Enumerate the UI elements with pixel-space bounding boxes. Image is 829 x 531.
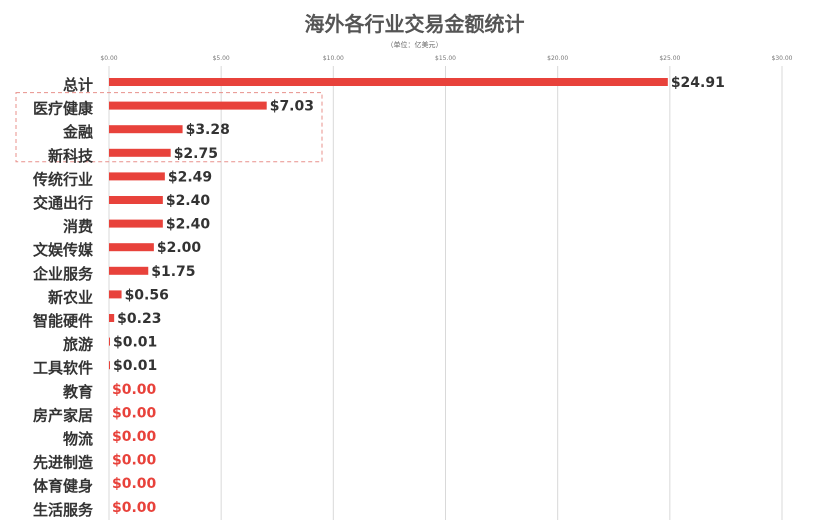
x-tick-label: $0.00 xyxy=(100,55,117,62)
data-label: $24.91 xyxy=(671,75,725,91)
bar xyxy=(109,290,122,299)
data-label: $2.49 xyxy=(168,169,212,185)
bar xyxy=(109,78,668,86)
chart-title: 海外各行业交易金额统计 xyxy=(304,12,525,36)
category-label: 工具软件 xyxy=(33,359,93,377)
category-label: 新科技 xyxy=(48,147,94,165)
bar xyxy=(109,125,183,134)
x-tick-label: $20.00 xyxy=(547,55,568,62)
data-label: $3.28 xyxy=(186,122,230,138)
bar xyxy=(109,243,154,252)
category-label: 医疗健康 xyxy=(33,100,94,118)
data-label: $0.23 xyxy=(117,311,161,327)
category-label: 总计 xyxy=(63,76,93,94)
category-label: 教育 xyxy=(62,383,93,401)
category-label: 新农业 xyxy=(48,288,93,306)
category-label: 物流 xyxy=(63,430,93,448)
x-tick-label: $25.00 xyxy=(659,55,680,62)
bar xyxy=(109,148,171,157)
bar xyxy=(109,361,110,370)
bar xyxy=(109,196,163,204)
bar xyxy=(109,219,163,228)
category-label: 先进制造 xyxy=(33,454,93,472)
data-label: $2.40 xyxy=(166,193,211,209)
data-label: $0.00 xyxy=(112,500,157,516)
x-tick-label: $15.00 xyxy=(435,55,456,62)
category-label: 企业服务 xyxy=(32,265,94,283)
x-tick-label: $5.00 xyxy=(213,55,230,62)
data-label: $0.00 xyxy=(112,429,157,445)
data-label: $2.75 xyxy=(174,146,218,162)
data-label: $1.75 xyxy=(151,264,195,280)
category-label: 消费 xyxy=(63,218,93,236)
data-label: $0.00 xyxy=(112,382,157,398)
data-label: $2.40 xyxy=(166,217,211,233)
x-tick-label: $10.00 xyxy=(323,55,344,62)
bar xyxy=(109,101,267,110)
data-label: $2.00 xyxy=(157,240,202,256)
data-label: $0.00 xyxy=(112,476,157,492)
data-label: $0.01 xyxy=(113,335,157,351)
category-label: 传统行业 xyxy=(32,170,93,188)
category-label: 文娱传媒 xyxy=(33,241,94,259)
category-label: 智能硬件 xyxy=(33,312,93,330)
category-label: 旅游 xyxy=(63,336,93,354)
bar xyxy=(109,172,165,181)
data-label: $0.56 xyxy=(125,287,169,303)
unit-note: （单位：亿美元） xyxy=(386,41,443,49)
category-label: 生活服务 xyxy=(33,501,94,519)
bar xyxy=(109,314,115,322)
data-label: $0.01 xyxy=(113,358,157,374)
bar xyxy=(109,266,149,275)
category-label: 金融 xyxy=(62,123,93,141)
data-label: $7.03 xyxy=(270,99,314,115)
x-tick-label: $30.00 xyxy=(772,55,793,62)
category-label: 交通出行 xyxy=(33,194,93,212)
data-label: $0.00 xyxy=(112,453,157,469)
bar xyxy=(109,337,110,346)
category-label: 体育健身 xyxy=(33,477,93,495)
data-label: $0.00 xyxy=(112,405,157,421)
highlight-box xyxy=(15,92,323,163)
category-label: 房产家居 xyxy=(33,406,93,424)
